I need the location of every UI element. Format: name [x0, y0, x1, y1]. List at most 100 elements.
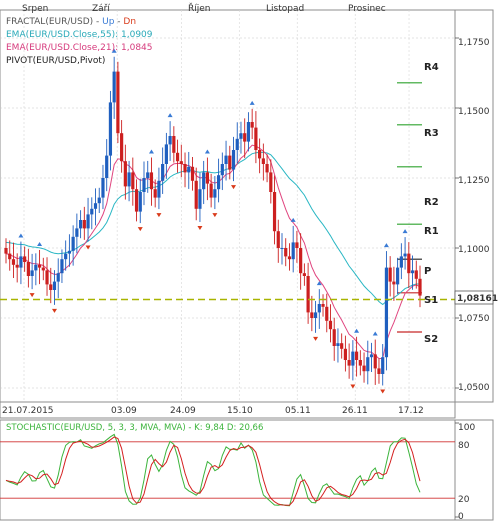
candle-down	[179, 161, 183, 164]
candle-up	[168, 136, 172, 145]
ema21-path	[5, 144, 421, 360]
candle-up	[366, 357, 370, 372]
date-labels: 21.07.2015 03.09 24.09 15.10 05.11 26.11…	[2, 406, 424, 416]
month-label: Srpen	[22, 4, 48, 14]
stoch-k-line	[5, 433, 421, 507]
fractal-dn-marker	[231, 185, 237, 190]
candle-up	[384, 267, 389, 358]
fractal-up-marker	[402, 229, 408, 234]
stochastic-panel	[0, 419, 456, 521]
fractal-up-marker	[290, 217, 296, 222]
candle-down	[11, 259, 16, 265]
fractals	[18, 48, 408, 394]
candle-down	[325, 306, 329, 321]
pivot-label-r1: R1	[424, 226, 439, 237]
legend-ema55: EMA(EUR/USD.Close,55): 1,0909	[6, 30, 153, 40]
candle-up	[112, 71, 116, 103]
pivot-label-r2: R2	[424, 197, 439, 208]
candle-up	[64, 253, 68, 260]
candle-down	[49, 284, 53, 290]
stochastic-axis-panel	[454, 419, 494, 521]
current-price-badge	[454, 290, 494, 305]
candle-up	[202, 172, 206, 190]
candle-down	[407, 253, 411, 274]
candle-up	[19, 256, 23, 268]
candle-up	[369, 354, 374, 358]
fractal-up-marker	[249, 100, 255, 105]
date-label: 17.12	[398, 406, 424, 416]
fractal-up-marker	[354, 328, 360, 333]
ema21-line	[5, 144, 421, 360]
fractal-dn-marker	[212, 213, 218, 218]
candle-down	[123, 161, 127, 187]
candle-down	[299, 248, 303, 274]
candle-up	[101, 178, 105, 198]
candle-up	[381, 357, 385, 374]
legend-pivot: PIVOT(EUR/USD,Pivot)	[6, 56, 105, 66]
candle-down	[269, 172, 273, 192]
candle-down	[414, 270, 418, 279]
candle-up	[60, 259, 64, 274]
candle-down	[332, 329, 336, 346]
price-tick: 1,1000	[458, 245, 490, 255]
ema55-path	[5, 151, 420, 306]
price-tick: 1,1750	[458, 38, 490, 48]
candle-up	[351, 351, 355, 366]
candle-up	[146, 172, 150, 178]
candle-up	[105, 155, 109, 178]
candle-up	[56, 273, 60, 282]
month-label: Říjen	[188, 3, 211, 14]
candle-up	[313, 312, 318, 318]
fractal-up-marker	[37, 241, 43, 246]
candle-down	[261, 158, 265, 164]
fractal-up-marker	[167, 113, 173, 118]
candle-down	[243, 133, 247, 142]
fractal-up-marker	[204, 149, 210, 154]
fractal-dn-marker	[85, 245, 91, 250]
pivot-label-r4: R4	[424, 62, 439, 73]
candle-up	[34, 264, 38, 271]
stoch-d-line	[5, 436, 421, 506]
date-label: 15.10	[227, 406, 253, 416]
date-label: 26.11	[342, 406, 368, 416]
candle-down	[183, 164, 187, 173]
candle-up	[108, 102, 113, 156]
candle-up	[336, 343, 340, 346]
candle-up	[164, 144, 168, 164]
fractal-up-marker	[111, 48, 117, 53]
candle-down	[347, 360, 351, 366]
candle-down	[131, 172, 135, 190]
candle-up	[97, 197, 101, 204]
date-label: 24.09	[170, 406, 196, 416]
candle-down	[287, 256, 292, 260]
stochastic-lines	[5, 433, 421, 507]
candle-down	[134, 189, 139, 212]
candle-up	[86, 214, 90, 229]
candle-down	[41, 267, 45, 271]
candle-up	[30, 270, 34, 276]
candle-down	[340, 343, 344, 349]
candle-down	[295, 242, 299, 248]
price-tick: 1,0750	[458, 314, 490, 324]
candle-down	[306, 276, 310, 313]
candle-down	[302, 273, 306, 276]
candle-up	[231, 150, 236, 170]
candle-down	[343, 348, 348, 360]
candle-up	[161, 164, 165, 181]
ema55-line	[5, 151, 420, 306]
candles	[4, 56, 422, 386]
stoch-tick: 0	[458, 512, 464, 522]
price-tick: 1,1500	[458, 107, 490, 117]
candle-down	[172, 136, 176, 153]
candle-down	[258, 150, 262, 159]
candle-down	[354, 351, 359, 360]
price-axis-panel	[454, 9, 494, 403]
fractal-up-marker	[148, 149, 154, 154]
candle-up	[239, 133, 243, 139]
candle-down	[209, 183, 213, 198]
legend-fractal-up: Up	[102, 17, 115, 27]
fractal-up-marker	[372, 331, 378, 336]
fractal-dn-marker	[156, 213, 162, 218]
fractal-dn-marker	[51, 308, 57, 313]
